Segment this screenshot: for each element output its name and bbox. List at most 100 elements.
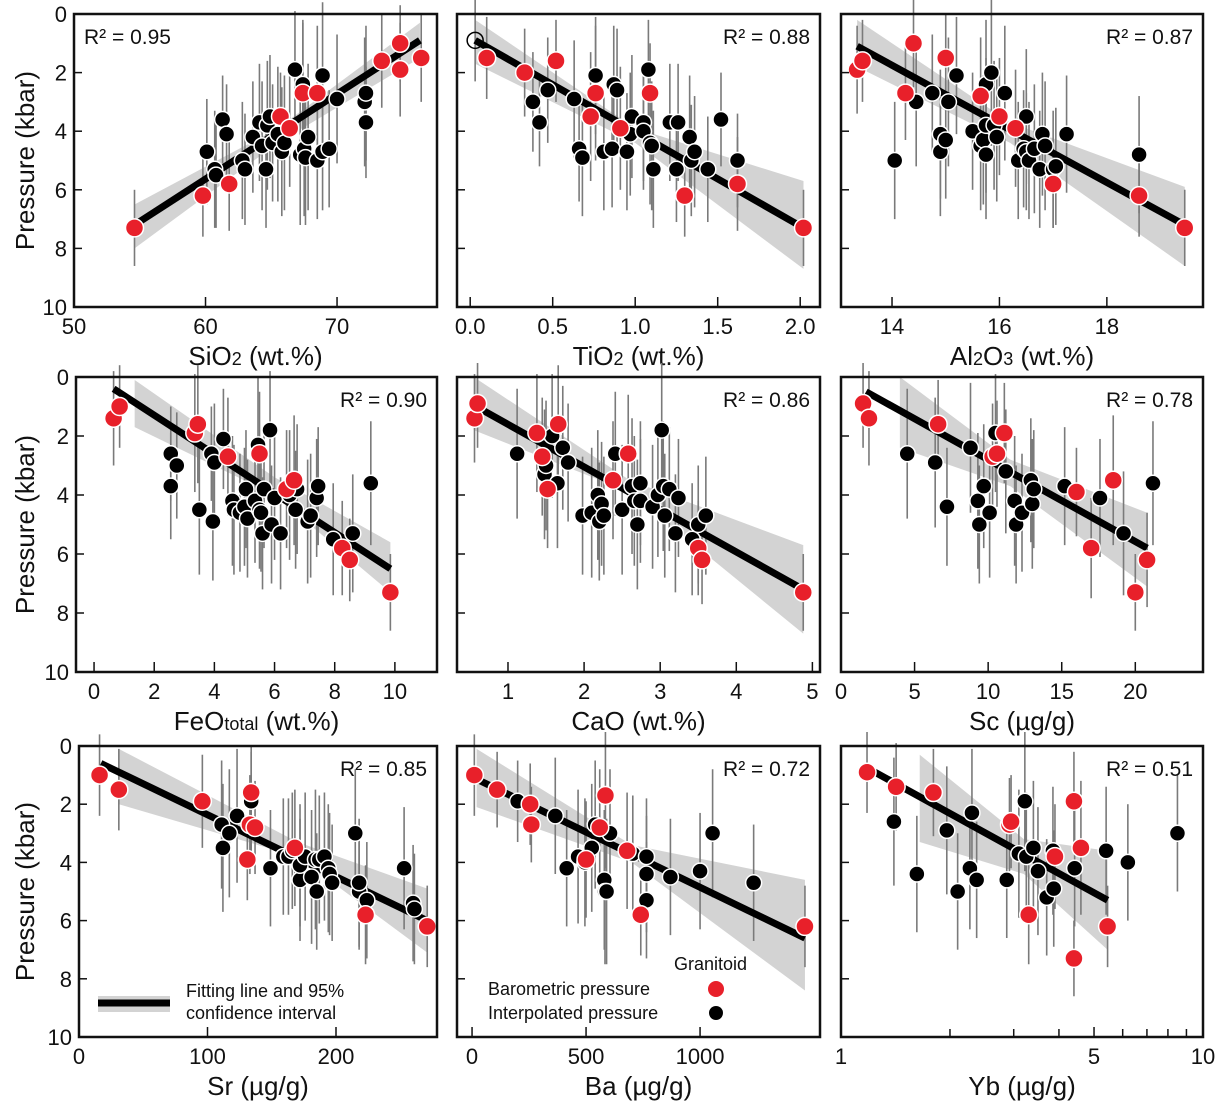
barometric-point — [417, 916, 437, 937]
interpolated-point — [908, 865, 926, 883]
x-tick-label: 18 — [1095, 314, 1119, 339]
barometric-point — [245, 817, 265, 838]
interpolated-point — [963, 804, 981, 822]
barometric-point — [514, 62, 535, 83]
barometric-point — [1097, 916, 1118, 937]
y-tick-label: 8 — [55, 236, 67, 261]
barometric-point — [1005, 118, 1026, 139]
interpolated-point — [530, 113, 549, 132]
barometric-point — [674, 185, 695, 206]
interpolated-point — [1045, 879, 1063, 898]
plot-frame — [455, 375, 822, 674]
barometric-points — [857, 762, 1118, 969]
barometric-point — [193, 185, 213, 206]
y-tick-label: 4 — [57, 483, 69, 508]
interpolated-point — [190, 501, 209, 519]
x-axis-title-units: (µg/g) — [1000, 1071, 1076, 1101]
barometric-point — [390, 33, 410, 54]
barometric-point — [970, 86, 991, 106]
barometric-points — [476, 48, 814, 238]
y-tick-label: 8 — [60, 967, 72, 992]
barometric-point — [372, 51, 392, 71]
barometric-point — [585, 83, 606, 103]
interpolated-point — [685, 142, 704, 161]
barometric-point — [1066, 482, 1087, 502]
panel-cao: 1 2 3 4 5 CaO (wt.%) R² = 0.86 — [455, 363, 822, 736]
interpolated-point — [703, 824, 722, 843]
interpolated-point — [162, 477, 180, 495]
x-axis-title-main: Al — [950, 341, 973, 371]
barometric-point — [467, 393, 488, 414]
x-tick-label: 10 — [1191, 1044, 1215, 1069]
interpolated-point — [573, 148, 592, 167]
barometric-point — [603, 470, 623, 490]
interpolated-point — [252, 503, 270, 522]
x-tick-label: 14 — [880, 314, 904, 339]
x-axis-title-units: (wt.%) — [625, 706, 706, 736]
interpolated-point — [712, 110, 730, 129]
barometric-point — [727, 174, 748, 194]
interpolated-point — [631, 474, 650, 492]
interpolated-point — [301, 506, 320, 525]
barometric-point — [109, 396, 130, 417]
barometric-point — [520, 794, 540, 814]
barometric-point — [307, 83, 328, 103]
x-tick-label: 0.5 — [537, 314, 568, 339]
interpolated-point — [939, 93, 958, 111]
x-axis-title-main: FeO — [174, 706, 225, 736]
barometric-points — [853, 393, 1157, 603]
x-axis-title-units: (wt.%) — [1013, 341, 1094, 371]
barometric-point — [580, 106, 601, 127]
interpolated-point — [328, 90, 346, 108]
barometric-point — [852, 51, 873, 71]
x-axis-title-units: (µg/g) — [233, 1071, 309, 1101]
x-tick-label: 70 — [325, 314, 349, 339]
barometric-point — [537, 479, 558, 499]
r-squared-label: R² = 0.90 — [340, 389, 427, 412]
y-axis-title: Pressure (kbar) — [10, 435, 40, 614]
y-tick-label: 6 — [60, 909, 72, 934]
interpolated-point — [220, 824, 239, 843]
interpolated-point — [961, 439, 980, 457]
barometric-point — [1174, 218, 1195, 238]
interpolated-point — [938, 821, 956, 840]
plot-frame — [839, 744, 1205, 1039]
barometric-point — [1125, 582, 1146, 603]
interpolated-point — [969, 492, 987, 510]
interpolated-point — [198, 142, 216, 161]
x-tick-label: 0.0 — [455, 314, 486, 339]
barometric-point — [617, 841, 637, 861]
x-axis-title-mid: O — [983, 341, 1003, 371]
interpolated-point — [559, 453, 577, 472]
barometric-point — [1129, 185, 1149, 206]
interpolated-point — [565, 90, 583, 108]
barometric-point — [1103, 470, 1123, 490]
x-tick-label: 1.0 — [620, 314, 651, 339]
x-axis-title-sub: 2 — [973, 349, 983, 369]
panel-feo: 0 2 4 6 8 10 0 2 4 6 8 10 FeOtotal (wt.%) Pressure (k… — [10, 365, 439, 736]
interpolated-point — [697, 506, 715, 525]
interpolated-point — [661, 868, 680, 886]
interpolated-point — [1036, 137, 1054, 155]
barometric-point — [857, 762, 877, 782]
barometric-point — [284, 470, 304, 490]
legend-fit-label-line2: confidence interval — [186, 1003, 336, 1023]
interpolated-point — [204, 512, 222, 531]
interpolated-point — [228, 807, 246, 825]
y-tick-label: 10 — [48, 1025, 72, 1050]
barometric-point — [219, 174, 239, 194]
interpolated-point — [309, 477, 327, 495]
interpolated-point — [261, 859, 280, 877]
x-tick-label: 1 — [835, 1044, 847, 1069]
interpolated-point — [885, 151, 904, 170]
interpolated-point — [947, 66, 966, 85]
x-axis-title-main: Sc — [969, 706, 999, 736]
r-squared-label: R² = 0.72 — [723, 758, 810, 781]
interpolated-point — [554, 439, 572, 457]
barometric-point — [1137, 550, 1157, 570]
interpolated-point — [313, 66, 332, 85]
interpolated-point — [980, 503, 999, 522]
barometric-point — [527, 423, 547, 443]
barometric-point — [1001, 811, 1021, 832]
